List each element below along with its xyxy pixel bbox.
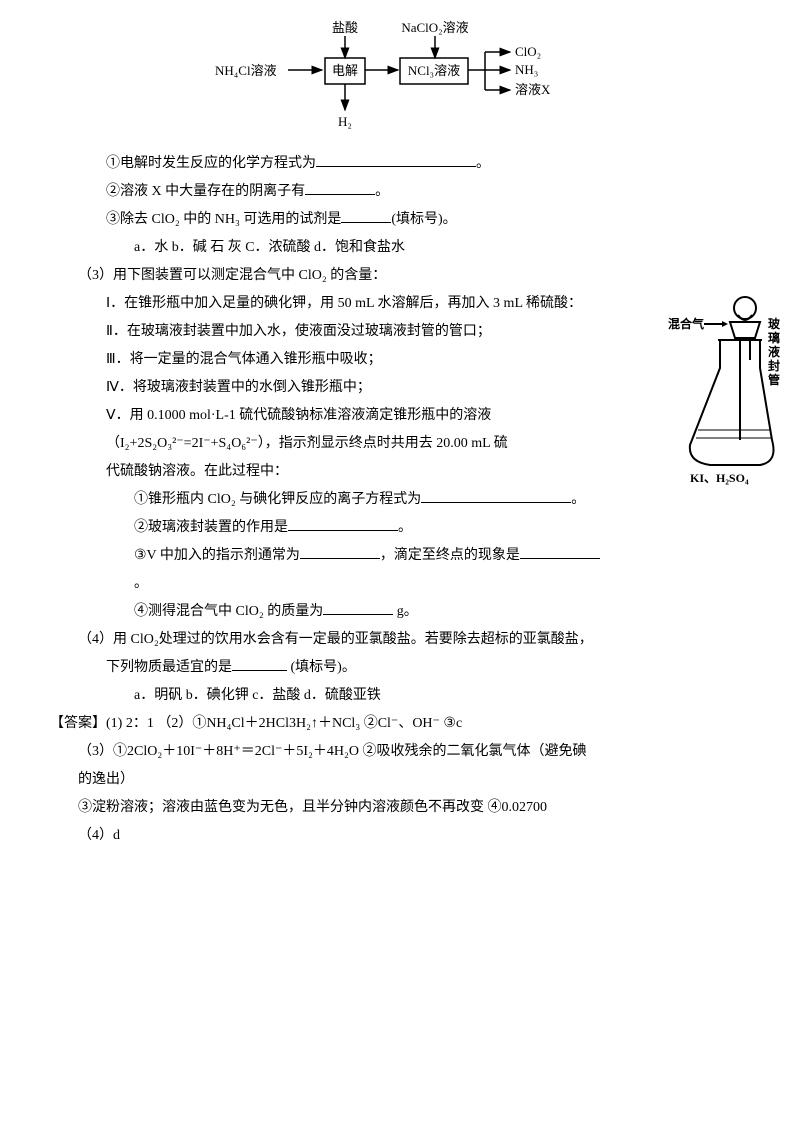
label-hcl: 盐酸 xyxy=(332,20,358,35)
q-remove-nh3: ③除去 ClO₂ 中的 NH₃ 可选用的试剂是(填标号)。 xyxy=(50,206,750,234)
label-nh4cl: NH₄Cl溶液 xyxy=(215,63,277,78)
options-remove-chlorite: a．明矾 b．碘化钾 c．盐酸 d．硫酸亚铁 xyxy=(50,682,750,710)
sub-q4: ④测得混合气中 ClO₂ 的质量为 g。 xyxy=(50,598,750,626)
out-h2: H₂ xyxy=(338,114,352,129)
process-flow-diagram: 盐酸 NaClO₂溶液 NH₄Cl溶液 电解 NCl₃溶液 ClO₂ NH₃ 溶… xyxy=(210,20,590,135)
box-electrolysis: 电解 xyxy=(332,63,358,78)
sub-q3-end: 。 xyxy=(50,570,750,598)
svg-text:液: 液 xyxy=(768,344,780,359)
step-III: Ⅲ．将一定量的混合气体通入锥形瓶中吸收； xyxy=(50,346,750,374)
answer-line2: （3）①2ClO₂＋10I⁻＋8H⁺＝2Cl⁻＋5I₂＋4H₂O ②吸收残余的二… xyxy=(50,738,750,766)
part4-head: （4）用 ClO₂处理过的饮用水会含有一定最的亚氯酸盐。若要除去超标的亚氯酸盐， xyxy=(50,626,750,654)
answer-line2b: 的逸出） xyxy=(50,766,750,794)
box-ncl3: NCl₃溶液 xyxy=(408,63,460,78)
svg-text:玻: 玻 xyxy=(768,316,780,331)
step-V: Ⅴ．用 0.1000 mol·L-1 硫代硫酸钠标准溶液滴定锥形瓶中的溶液 xyxy=(50,402,750,430)
svg-text:KI、H₂SO₄: KI、H₂SO₄ xyxy=(690,471,749,485)
svg-text:混合气: 混合气 xyxy=(668,316,704,331)
step-V2: （I₂+2S₂O₃²⁻=2I⁻+S₄O₆²⁻），指示剂显示终点时共用去 20.0… xyxy=(50,430,750,458)
answer-line1: 【答案】(1) 2：1 （2）①NH₄Cl＋2HCl3H₂↑＋NCl₃ ②Cl⁻… xyxy=(50,710,750,738)
svg-text:封: 封 xyxy=(768,358,780,373)
step-IV: Ⅳ．将玻璃液封装置中的水倒入锥形瓶中； xyxy=(50,374,750,402)
answer-line3: ③淀粉溶液；溶液由蓝色变为无色，且半分钟内溶液颜色不再改变 ④0.02700 xyxy=(50,794,750,822)
label-naclo2: NaClO₂溶液 xyxy=(401,20,468,35)
step-II: Ⅱ．在玻璃液封装置中加入水，使液面没过玻璃液封管的管口； xyxy=(50,318,750,346)
q-anions-x: ②溶液 X 中大量存在的阴离子有。 xyxy=(50,178,750,206)
svg-text:管: 管 xyxy=(768,372,780,387)
out-clo2: ClO₂ xyxy=(515,44,541,59)
step-V3: 代硫酸钠溶液。在此过程中： xyxy=(50,458,750,486)
out-x: 溶液X xyxy=(515,82,551,97)
answer-line4: （4）d xyxy=(50,822,750,850)
options-reagent: a．水 b．碱 石 灰 C．浓硫酸 d．饱和食盐水 xyxy=(50,234,750,262)
sub-q2: ②玻璃液封装置的作用是。 xyxy=(50,514,750,542)
svg-text:璃: 璃 xyxy=(768,330,780,345)
part4-head2: 下列物质最适宜的是 (填标号)。 xyxy=(50,654,750,682)
sub-q1: ①锥形瓶内 ClO₂ 与碘化钾反应的离子方程式为。 xyxy=(50,486,750,514)
part3-head: （3）用下图装置可以测定混合气中 ClO₂ 的含量： xyxy=(50,262,750,290)
step-I: Ⅰ．在锥形瓶中加入足量的碘化钾，用 50 mL 水溶解后，再加入 3 mL 稀硫… xyxy=(50,290,750,318)
out-nh3: NH₃ xyxy=(515,62,538,77)
sub-q3: ③V 中加入的指示剂通常为，滴定至终点的现象是 xyxy=(50,542,750,570)
apparatus-figure: 混合气 玻 璃 液 封 管 KI、H₂SO₄ xyxy=(660,290,780,485)
q-electrolysis-eq: ①电解时发生反应的化学方程式为。 xyxy=(50,150,750,178)
